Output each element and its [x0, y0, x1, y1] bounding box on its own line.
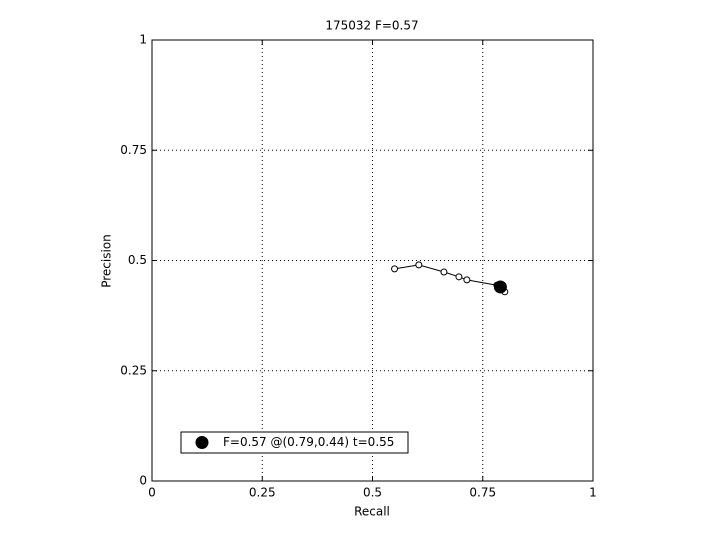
- x-tick-label: 0.75: [469, 486, 496, 500]
- point: [455, 273, 463, 281]
- y-axis-label: Precision: [100, 234, 114, 288]
- point: [463, 276, 471, 284]
- y-tick-label: 0.25: [120, 363, 147, 377]
- legend-box: [180, 431, 409, 454]
- x-axis-label: Recall: [354, 505, 390, 519]
- chart-title: 175032 F=0.57: [325, 19, 418, 33]
- x-tick-label: 0.25: [249, 486, 276, 500]
- y-tick-label: 0: [139, 474, 147, 488]
- legend-label: F=0.57 @(0.79,0.44) t=0.55: [223, 435, 394, 449]
- point: [415, 261, 423, 269]
- legend-marker: [195, 436, 209, 449]
- plot-frame: [151, 39, 594, 482]
- x-tick-label: 0: [148, 486, 156, 500]
- y-tick-label: 0.5: [128, 253, 147, 267]
- x-tick-label: 1: [589, 486, 597, 500]
- x-tick-label: 0.5: [363, 486, 382, 500]
- point: [391, 265, 399, 273]
- y-tick-label: 0.75: [120, 143, 147, 157]
- best-point: [493, 280, 507, 294]
- y-tick-label: 1: [139, 33, 147, 47]
- point: [440, 268, 448, 276]
